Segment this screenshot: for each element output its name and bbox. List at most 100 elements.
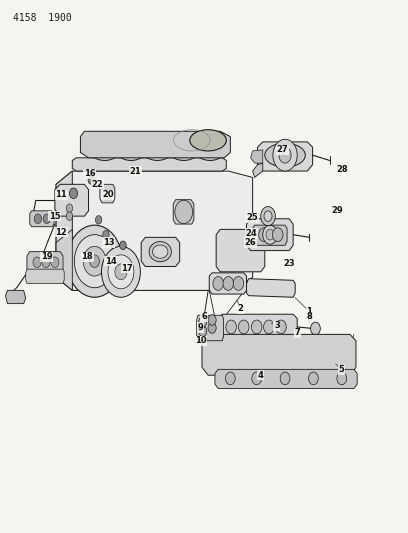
Circle shape xyxy=(213,277,224,290)
Text: 2: 2 xyxy=(237,304,244,313)
Polygon shape xyxy=(197,316,224,341)
Ellipse shape xyxy=(93,143,116,157)
Polygon shape xyxy=(219,314,297,340)
Polygon shape xyxy=(141,237,180,266)
Circle shape xyxy=(90,255,100,268)
Circle shape xyxy=(233,277,244,290)
Ellipse shape xyxy=(190,130,226,151)
Circle shape xyxy=(261,207,275,225)
Ellipse shape xyxy=(116,139,146,160)
Polygon shape xyxy=(257,142,313,171)
Polygon shape xyxy=(30,211,54,227)
Polygon shape xyxy=(5,290,26,304)
Circle shape xyxy=(337,372,347,385)
Polygon shape xyxy=(56,229,72,290)
Circle shape xyxy=(95,216,102,224)
Text: 28: 28 xyxy=(336,166,348,174)
Circle shape xyxy=(310,322,320,335)
Text: 1: 1 xyxy=(306,307,312,316)
Ellipse shape xyxy=(195,139,225,160)
Polygon shape xyxy=(216,229,265,272)
Circle shape xyxy=(83,246,106,276)
Polygon shape xyxy=(246,219,293,251)
Circle shape xyxy=(273,139,297,171)
Circle shape xyxy=(226,372,235,385)
Text: 6: 6 xyxy=(201,312,207,321)
Text: 7: 7 xyxy=(294,328,300,337)
Text: 5: 5 xyxy=(339,366,345,374)
Circle shape xyxy=(175,200,193,223)
Circle shape xyxy=(120,241,126,249)
Circle shape xyxy=(199,326,207,336)
Circle shape xyxy=(67,225,122,297)
Polygon shape xyxy=(253,163,263,177)
Circle shape xyxy=(251,320,262,334)
Polygon shape xyxy=(202,334,356,375)
Polygon shape xyxy=(209,273,246,294)
Text: 10: 10 xyxy=(195,336,206,345)
Circle shape xyxy=(33,257,41,268)
Polygon shape xyxy=(173,200,194,224)
Text: 26: 26 xyxy=(245,238,257,247)
Text: 23: 23 xyxy=(283,260,295,268)
Text: 24: 24 xyxy=(246,229,257,238)
Circle shape xyxy=(199,317,207,327)
Text: 16: 16 xyxy=(84,169,95,178)
Text: 29: 29 xyxy=(331,206,343,215)
Text: 4158  1900: 4158 1900 xyxy=(13,13,71,23)
Circle shape xyxy=(88,176,95,184)
Circle shape xyxy=(238,320,249,334)
Ellipse shape xyxy=(169,139,199,160)
Circle shape xyxy=(115,264,127,280)
Circle shape xyxy=(252,372,262,385)
Text: 21: 21 xyxy=(129,166,141,175)
Text: 22: 22 xyxy=(91,180,103,189)
Circle shape xyxy=(43,214,51,223)
Text: 12: 12 xyxy=(55,228,67,237)
Text: 8: 8 xyxy=(306,312,312,321)
Polygon shape xyxy=(56,171,72,290)
Circle shape xyxy=(259,228,269,241)
Circle shape xyxy=(51,257,59,268)
Circle shape xyxy=(74,235,115,288)
Circle shape xyxy=(208,322,216,333)
Ellipse shape xyxy=(265,143,305,167)
Circle shape xyxy=(280,372,290,385)
Circle shape xyxy=(273,228,283,241)
Text: 19: 19 xyxy=(41,253,53,262)
Ellipse shape xyxy=(149,241,171,262)
Text: 13: 13 xyxy=(103,238,115,247)
Circle shape xyxy=(42,257,50,268)
Circle shape xyxy=(264,320,274,334)
Polygon shape xyxy=(246,279,295,297)
Text: 27: 27 xyxy=(276,146,288,155)
Circle shape xyxy=(276,320,286,334)
Text: 20: 20 xyxy=(102,190,114,199)
Polygon shape xyxy=(26,269,64,284)
Circle shape xyxy=(103,230,109,239)
Text: 14: 14 xyxy=(105,257,117,265)
Ellipse shape xyxy=(89,139,120,160)
Circle shape xyxy=(226,320,236,334)
Ellipse shape xyxy=(146,143,169,157)
Polygon shape xyxy=(56,171,253,290)
Circle shape xyxy=(264,211,272,221)
Circle shape xyxy=(263,225,277,244)
Text: 18: 18 xyxy=(82,253,93,262)
Polygon shape xyxy=(215,369,357,389)
Circle shape xyxy=(223,277,234,290)
Ellipse shape xyxy=(120,143,142,157)
Circle shape xyxy=(308,372,318,385)
Circle shape xyxy=(34,214,42,223)
Circle shape xyxy=(66,212,73,220)
Ellipse shape xyxy=(153,245,168,259)
Polygon shape xyxy=(80,131,231,158)
Circle shape xyxy=(102,246,140,297)
Polygon shape xyxy=(55,184,89,216)
Polygon shape xyxy=(253,225,287,245)
Circle shape xyxy=(266,229,274,240)
Text: 9: 9 xyxy=(198,323,204,332)
Polygon shape xyxy=(72,158,226,171)
Circle shape xyxy=(108,255,134,289)
Text: 17: 17 xyxy=(121,264,133,272)
